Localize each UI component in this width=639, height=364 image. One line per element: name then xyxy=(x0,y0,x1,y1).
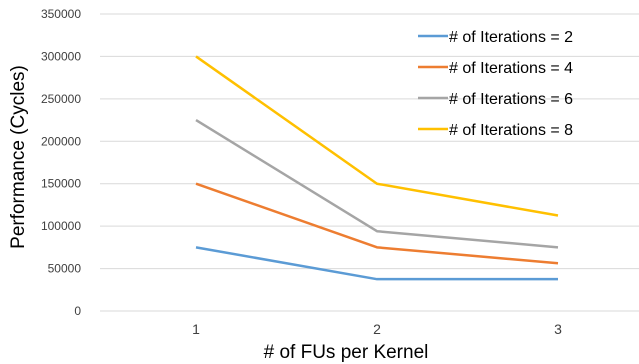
legend-label-4: # of Iterations = 8 xyxy=(449,122,573,139)
legend-label-2: # of Iterations = 4 xyxy=(449,60,573,77)
y-tick-label: 100000 xyxy=(41,219,81,233)
x-tick-label: 3 xyxy=(554,321,562,337)
legend: # of Iterations = 2 # of Iterations = 4 # … xyxy=(418,29,573,139)
y-axis-title: Performance (Cycles) xyxy=(8,65,29,249)
legend-label-3: # of Iterations = 6 xyxy=(449,91,573,108)
gridlines xyxy=(100,13,639,312)
y-axis-ticks: 0 50000 100000 150000 200000 250000 300000 3500… xyxy=(41,7,81,318)
x-axis-title: # of FUs per Kernel xyxy=(264,342,429,363)
legend-label-1: # of Iterations = 2 xyxy=(449,29,573,46)
y-tick-label: 0 xyxy=(74,304,81,318)
x-tick-label: 1 xyxy=(192,321,200,337)
y-tick-label: 250000 xyxy=(41,92,81,106)
series-line-2 xyxy=(195,182,559,265)
y-tick-label: 300000 xyxy=(41,49,81,63)
series-line-1 xyxy=(195,246,558,281)
y-tick-label: 150000 xyxy=(41,177,81,191)
x-tick-label: 2 xyxy=(373,321,381,337)
y-tick-label: 350000 xyxy=(41,7,81,21)
y-tick-label: 50000 xyxy=(48,262,82,276)
x-axis-ticks: 1 2 3 xyxy=(192,321,562,337)
series-lines xyxy=(195,55,559,281)
y-tick-label: 200000 xyxy=(41,134,81,148)
